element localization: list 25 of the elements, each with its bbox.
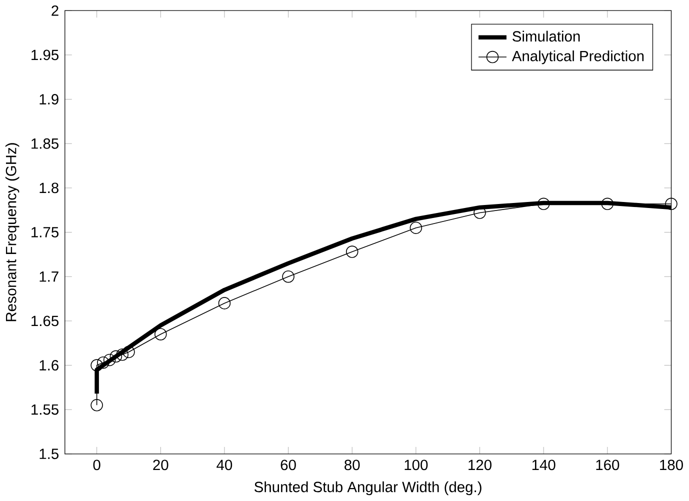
x-tick-label: 160 — [596, 460, 620, 470]
y-tick-label: 1.5 — [40, 448, 58, 460]
x-tick-label: 40 — [216, 460, 232, 470]
y-tick-label: 2 — [52, 6, 58, 16]
x-tick-label: 80 — [344, 460, 360, 470]
x-tick-label: 20 — [153, 460, 168, 470]
x-tick-label: 100 — [404, 460, 428, 470]
x-tick-label: 0 — [93, 460, 100, 470]
x-tick-label: 140 — [532, 460, 556, 470]
legend-label: Simulation — [512, 30, 580, 42]
y-tick-label: 1.6 — [40, 360, 58, 371]
y-axis-title: Resonant Frequency (GHz) — [5, 143, 20, 322]
y-tick-label: 1.55 — [32, 404, 58, 415]
legend-label: Analytical Prediction — [512, 50, 644, 64]
y-tick-label: 1.8 — [40, 182, 58, 194]
y-tick-label: 1.65 — [32, 316, 58, 326]
y-tick-label: 1.75 — [32, 227, 58, 238]
x-axis-title: Shunted Stub Angular Width (deg.) — [254, 482, 482, 496]
y-tick-label: 1.95 — [32, 50, 58, 60]
x-tick-label: 120 — [468, 460, 492, 470]
y-tick-label: 1.9 — [40, 94, 58, 105]
y-tick-label: 1.85 — [32, 138, 58, 150]
x-tick-label: 60 — [280, 460, 296, 470]
y-tick-label: 1.7 — [40, 272, 58, 282]
x-tick-label: 180 — [660, 460, 683, 470]
